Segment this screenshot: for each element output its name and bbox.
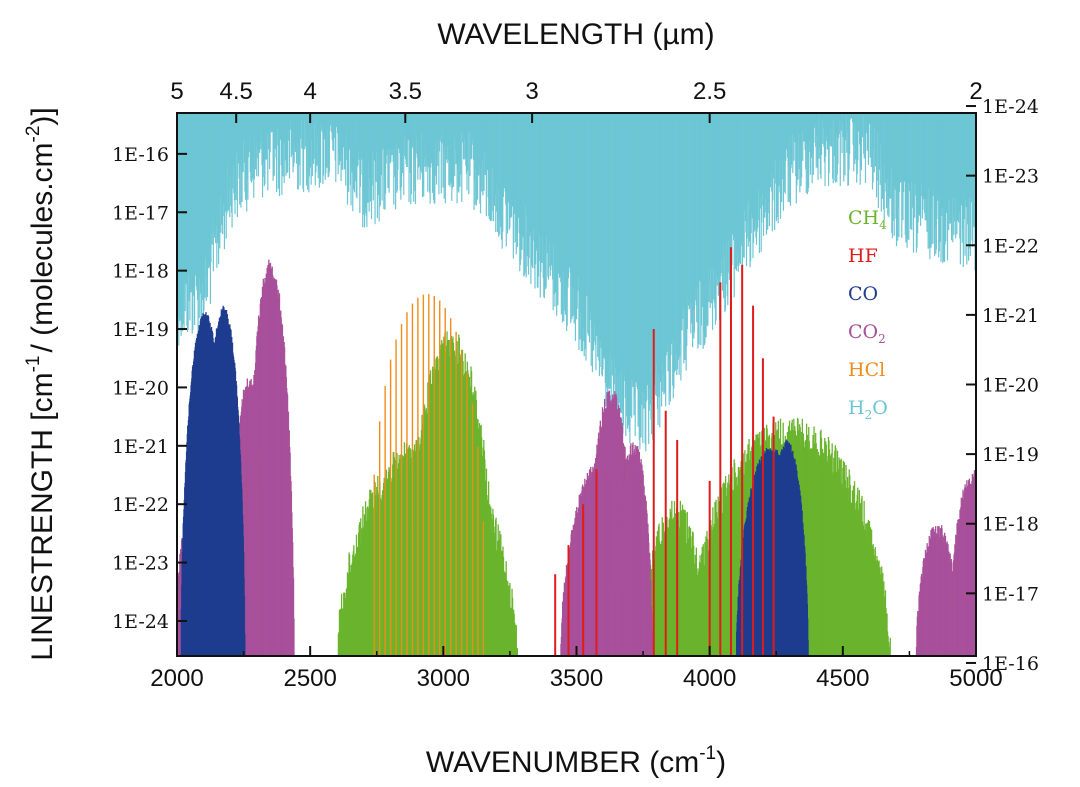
y-axis-ticks: 1E-16 1E-17 1E-18 1E-19 1E-20 1E-21 1E-22 1E-23…	[112, 144, 187, 633]
y-tick-label: 1E-21	[112, 436, 169, 458]
y-tick-label: 1E-19	[112, 319, 169, 341]
legend-entry: HCl	[848, 359, 885, 381]
plot-marks	[177, 113, 976, 656]
y2-tick-label: 1E-16	[982, 653, 1039, 675]
y-tick-label: 1E-16	[112, 144, 169, 166]
series-co	[180, 305, 809, 656]
y2-axis-ticks: 1E-24 1E-23 1E-22 1E-21 1E-20 1E-19 1E-18 1E-17…	[966, 96, 1039, 675]
x2-tick-label: 2	[969, 78, 982, 105]
x-tick-label: 2500	[283, 665, 336, 692]
series-h2o	[177, 113, 976, 452]
y2-tick-label: 1E-18	[982, 514, 1039, 536]
y-axis-title: LINESTRENGTH [cm-1/ (molecules.cm-2)]	[23, 107, 59, 661]
x-tick-label: 4500	[816, 665, 869, 692]
x2-tick-label: 5	[170, 78, 183, 105]
x2-tick-label: 3.5	[389, 78, 422, 105]
y-tick-label: 1E-17	[112, 202, 169, 224]
y2-tick-label: 1E-22	[982, 235, 1039, 257]
y2-tick-label: 1E-21	[982, 305, 1039, 327]
x2-tick-label: 2.5	[693, 78, 726, 105]
x2-axis-title: WAVELENGTH (µm)	[437, 18, 714, 51]
y2-tick-label: 1E-17	[982, 583, 1039, 605]
x2-tick-label: 4.5	[219, 78, 252, 105]
x-tick-label: 3000	[417, 665, 470, 692]
legend-entry: CO2	[848, 321, 886, 346]
legend-entry: CO	[848, 283, 878, 305]
y-tick-label: 1E-20	[112, 377, 169, 399]
legend-entry: HF	[848, 245, 878, 267]
legend-entry: H2O	[848, 397, 888, 422]
y-tick-label: 1E-24	[112, 611, 169, 633]
y2-tick-label: 1E-24	[982, 96, 1039, 118]
y-tick-label: 1E-18	[112, 261, 169, 283]
series-hcl	[373, 294, 485, 656]
x-tick-label: 3500	[550, 665, 603, 692]
x2-axis-ticks: 5 4.5 4 3.5 3 2.5 2	[170, 78, 983, 123]
y2-tick-label: 1E-20	[982, 375, 1039, 397]
x2-tick-label: 4	[303, 78, 316, 105]
y-tick-label: 1E-22	[112, 494, 169, 516]
x2-tick-label: 3	[525, 78, 538, 105]
x-axis-title: WAVENUMBER (cm-1)	[426, 743, 726, 779]
x-tick-label: 5000	[949, 665, 1002, 692]
series-co2	[177, 259, 976, 656]
y2-tick-label: 1E-19	[982, 444, 1039, 466]
legend: CH4 HF CO CO2 HCl H2O	[848, 207, 888, 422]
series-hf	[554, 247, 775, 656]
x-tick-label: 2000	[150, 665, 203, 692]
y2-tick-label: 1E-23	[982, 166, 1039, 188]
y-tick-label: 1E-23	[112, 553, 169, 575]
x-axis-ticks: 2000 2500 3000 3500 4000 4500 5000	[150, 646, 1003, 692]
x-tick-label: 4000	[683, 665, 736, 692]
legend-entry: CH4	[848, 207, 887, 232]
